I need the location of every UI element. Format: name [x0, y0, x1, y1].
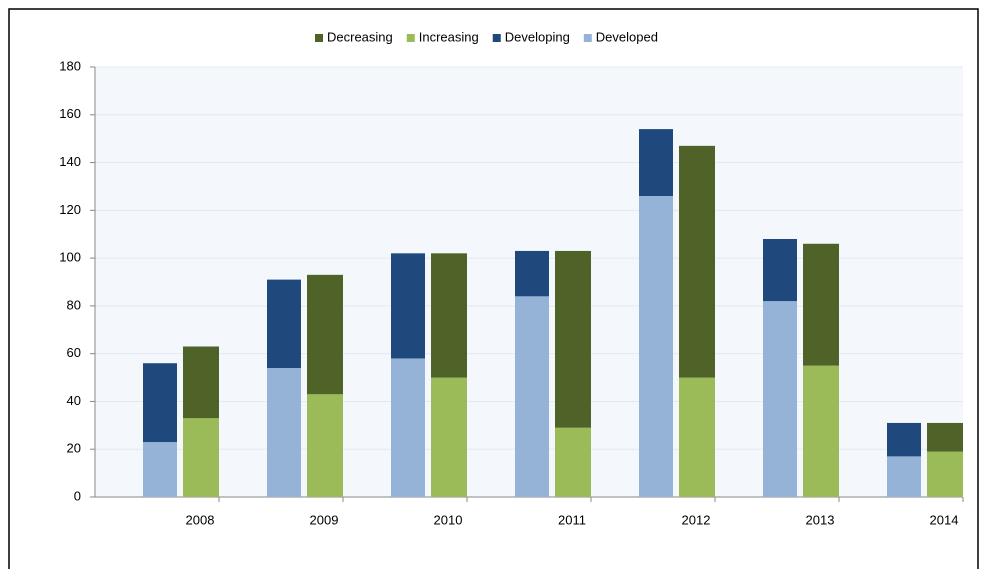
legend-label: Increasing: [419, 29, 479, 44]
bar-segment: [639, 129, 673, 196]
legend-label: Developing: [505, 29, 570, 44]
legend-swatch: [406, 34, 415, 42]
bar-segment: [679, 145, 715, 378]
y-tick-label: 20: [67, 441, 81, 456]
bar-segment: [679, 377, 715, 497]
bar-segment: [143, 442, 177, 497]
legend-swatch: [315, 34, 323, 42]
bar-segment: [183, 346, 219, 419]
x-tick-label: 2010: [434, 512, 463, 527]
bar-segment: [267, 279, 301, 368]
bar-segment: [267, 368, 301, 497]
bar-segment: [927, 422, 963, 452]
bar-segment: [803, 365, 839, 497]
bar-segment: [431, 253, 467, 378]
frame: [8, 8, 979, 569]
y-tick-label: 120: [59, 202, 81, 217]
bar-segment: [763, 239, 797, 302]
bar-segment: [555, 427, 591, 497]
y-tick-label: 80: [67, 297, 81, 312]
bar-segment: [143, 363, 177, 443]
bar-segment: [307, 394, 343, 497]
y-tick-label: 140: [59, 154, 81, 169]
y-tick-label: 40: [67, 393, 81, 408]
bar-segment: [183, 418, 219, 497]
y-tick-label: 160: [59, 106, 81, 121]
bar-segment: [887, 422, 921, 457]
bar-segment: [927, 451, 963, 497]
bar-segment: [639, 196, 673, 497]
x-tick-label: 2011: [558, 512, 586, 527]
bar-segment: [803, 243, 839, 366]
bar-segment: [763, 301, 797, 497]
legend-label: Developed: [596, 29, 658, 44]
bar-segment: [307, 274, 343, 395]
y-tick-label: 180: [59, 58, 81, 73]
x-tick-label: 2009: [310, 512, 339, 527]
y-tick-label: 100: [59, 250, 81, 265]
bar-segment: [391, 358, 425, 497]
bar-segment: [391, 253, 425, 359]
bar-segment: [515, 250, 549, 297]
legend-swatch: [492, 34, 501, 42]
y-tick-label: 0: [74, 488, 81, 503]
x-tick-label: 2012: [682, 512, 711, 527]
bar-segment: [431, 377, 467, 497]
legend-swatch: [583, 34, 592, 42]
bar-segment: [887, 456, 921, 497]
x-tick-label: 2013: [806, 512, 835, 527]
bar-segment: [515, 296, 549, 497]
x-tick-label: 2014: [930, 512, 959, 527]
bar-segment: [555, 250, 591, 428]
legend-label: Decreasing: [327, 29, 393, 44]
x-tick-label: 2008: [186, 512, 215, 527]
y-tick-label: 60: [67, 345, 81, 360]
